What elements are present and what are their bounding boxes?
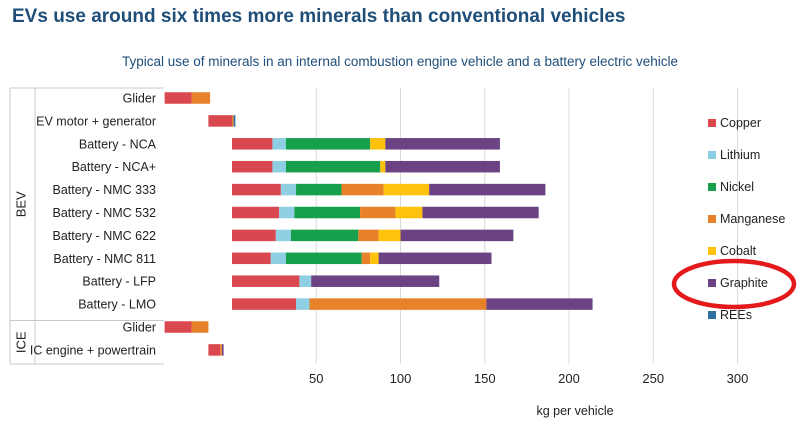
category-label-10: Glider [123,321,156,335]
bar-cobalt-5 [395,206,423,219]
bar-graphite-9 [486,298,593,310]
bar-copper-6 [232,229,276,242]
bar-nickel-3 [285,160,381,173]
bar-lithium-9 [296,298,310,310]
bar-cobalt-7 [370,252,379,265]
x-tick-label-4: 250 [642,371,664,386]
bar-copper-5 [232,206,280,219]
legend-swatch-nickel [708,183,716,191]
x-tick-label-3: 200 [558,371,580,386]
category-label-7: Battery - NMC 811 [53,252,156,266]
x-axis-title: kg per vehicle [536,404,613,418]
legend: Copper Lithium Nickel Manganese Cobalt Graphi… [708,116,785,322]
category-label-4: Battery - NMC 333 [52,183,156,197]
category-label-1: EV motor + generator [36,114,156,128]
bar-copper-2 [232,138,273,150]
legend-label-rees: REEs [720,308,752,322]
legend-label-nickel: Nickel [720,180,754,194]
legend-label-cobalt: Cobalt [720,244,757,258]
bar-lithium-7 [270,252,286,265]
bar-copper-7 [232,252,271,265]
bar-graphite-2 [385,138,500,150]
grid-lines [315,88,738,364]
legend-label-copper: Copper [720,116,761,130]
bar-manganese-5 [360,206,396,219]
group-label-bev: BEV [13,191,28,217]
bars [164,92,593,356]
bar-nickel-2 [285,138,371,150]
bar-manganese-0 [191,92,211,104]
category-label-0: Glider [123,92,156,106]
x-tick-label-5: 300 [727,371,749,386]
category-axis-frame [9,87,164,365]
category-label-3: Battery - NCA+ [72,160,156,174]
category-label-2: Battery - NCA [79,137,157,151]
bar-cobalt-2 [370,138,386,150]
bar-lithium-5 [279,206,295,219]
bar-nickel-4 [296,183,342,196]
bar-graphite-6 [400,229,514,242]
bar-lithium-2 [272,138,286,150]
bar-manganese-1 [232,115,234,127]
legend-swatch-manganese [708,215,716,223]
chart-title: EVs use around six times more minerals t… [12,6,626,27]
x-tick-label-0: 50 [309,371,323,386]
bar-lithium-3 [272,160,286,173]
bar-lithium-4 [280,183,297,196]
x-tick-label-2: 150 [474,371,496,386]
bar-rees-1 [233,115,236,127]
legend-label-graphite: Graphite [720,276,768,290]
group-label-ice: ICE [13,331,28,353]
legend-swatch-rees [708,311,716,319]
graphite-highlight-circle [671,258,797,310]
bar-graphite-5 [422,206,539,219]
bar-graphite-3 [385,160,500,173]
category-label-11: IC engine + powertrain [30,343,156,357]
bar-nickel-5 [294,206,361,219]
chart-subtitle: Typical use of minerals in an internal c… [121,54,679,69]
legend-swatch-graphite [708,279,716,287]
bar-manganese-6 [358,229,379,242]
bar-manganese-9 [309,298,487,310]
category-label-9: Battery - LMO [78,298,156,312]
bar-graphite-4 [429,183,546,196]
bar-copper-0 [164,92,192,104]
bar-copper-4 [232,183,281,196]
category-label-8: Battery - LFP [82,275,156,289]
bar-nickel-7 [285,252,362,265]
bar-graphite-11 [221,344,224,356]
bar-cobalt-6 [378,229,401,242]
bar-manganese-4 [341,183,384,196]
bar-lithium-6 [275,229,291,242]
bar-manganese-10 [191,321,209,333]
bar-cobalt-3 [380,160,386,173]
legend-label-lithium: Lithium [720,148,760,162]
x-tick-label-1: 100 [390,371,412,386]
legend-swatch-cobalt [708,247,716,255]
legend-label-manganese: Manganese [720,212,785,226]
category-label-6: Battery - NMC 622 [52,229,156,243]
bar-graphite-7 [378,252,492,265]
bar-cobalt-4 [383,183,430,196]
legend-swatch-copper [708,119,716,127]
legend-swatch-lithium [708,151,716,159]
bar-graphite-8 [311,275,440,287]
category-labels: Glider EV motor + generator Battery - NCA B… [13,92,156,358]
bar-copper-9 [232,298,297,310]
bar-copper-10 [164,321,192,333]
x-tick-labels: 50 100 150 200 250 300 [309,371,748,386]
bar-manganese-11 [220,344,222,356]
bar-copper-8 [232,275,300,287]
bar-copper-1 [208,115,232,127]
bar-nickel-6 [290,229,359,242]
bar-lithium-8 [299,275,312,287]
bar-copper-11 [208,344,221,356]
bar-copper-3 [232,160,273,173]
category-label-5: Battery - NMC 532 [52,206,156,220]
bar-manganese-7 [361,252,371,265]
